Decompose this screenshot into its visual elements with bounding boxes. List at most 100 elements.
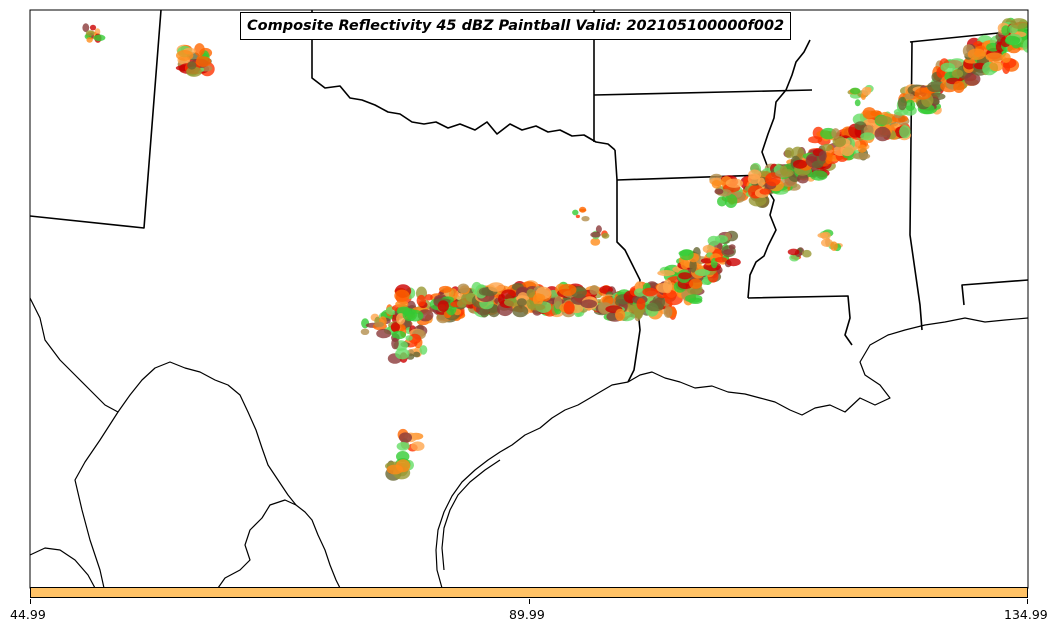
paintball-blob bbox=[822, 143, 833, 152]
louisiana-mississippi-border bbox=[747, 295, 853, 346]
paintball-blob bbox=[717, 196, 727, 207]
colorbar-tick-1 bbox=[529, 599, 530, 604]
paintball-blob bbox=[662, 279, 673, 294]
paintball-blob bbox=[601, 232, 610, 239]
paintball-blob bbox=[694, 269, 710, 277]
paintball-blob bbox=[897, 96, 907, 111]
paintball-blob bbox=[797, 173, 809, 184]
colorbar bbox=[30, 587, 1028, 598]
paintball-blob bbox=[391, 330, 406, 340]
paintball-blob bbox=[589, 285, 600, 295]
colorbar-tick-2 bbox=[1027, 599, 1028, 604]
paintball-blob bbox=[391, 337, 399, 350]
paintball-blob bbox=[701, 278, 709, 285]
paintball-blob bbox=[759, 188, 771, 195]
paintball-blob bbox=[85, 30, 95, 36]
paintball-blob bbox=[702, 244, 715, 254]
paintball-blob bbox=[854, 99, 861, 107]
paintball-blob bbox=[685, 294, 703, 303]
paintball-blob bbox=[875, 115, 893, 125]
paintball-blob bbox=[747, 173, 761, 185]
paintball-blob bbox=[821, 238, 833, 247]
paintball-blob bbox=[940, 62, 956, 73]
colorbar-tick-label-max: 134.99 bbox=[1004, 607, 1048, 622]
colorbar-tick-label-min: 44.99 bbox=[10, 607, 46, 622]
texas-arkansas-louisiana-border bbox=[614, 149, 641, 383]
paintball-blob bbox=[376, 328, 392, 339]
tennessee-border bbox=[593, 89, 813, 96]
paintball-blob bbox=[501, 289, 517, 300]
paintball-blob bbox=[1001, 52, 1011, 64]
paintball-blob bbox=[857, 144, 867, 153]
paintball-blob bbox=[723, 249, 735, 255]
paintball-blob bbox=[678, 272, 692, 280]
paintball-blob bbox=[810, 170, 828, 181]
paintball-blob bbox=[395, 300, 409, 308]
paintball-blob bbox=[1004, 35, 1021, 46]
paintball-blob bbox=[964, 72, 981, 86]
paintball-blob bbox=[863, 118, 877, 126]
paintball-blob bbox=[757, 177, 765, 187]
paintball-blob bbox=[194, 43, 205, 57]
paintball-blob bbox=[412, 351, 421, 358]
paintball-blob bbox=[726, 258, 741, 267]
paintball-blob bbox=[512, 305, 529, 318]
paintball-blob bbox=[439, 285, 452, 293]
paintball-blob bbox=[590, 238, 601, 246]
paintball-blob bbox=[989, 61, 1004, 72]
paintball-blob bbox=[689, 258, 697, 273]
paintball-blob bbox=[724, 194, 738, 208]
paintball-blob bbox=[590, 231, 601, 238]
paintball-blob bbox=[862, 107, 876, 120]
gulf-coastline bbox=[627, 317, 1028, 416]
paintball-blob bbox=[437, 300, 449, 312]
paintball-blob bbox=[526, 288, 536, 298]
paintball-blob bbox=[861, 86, 872, 96]
colorbar-tick-0 bbox=[30, 599, 31, 604]
paintball-blob bbox=[615, 308, 626, 321]
paintball-blob bbox=[396, 441, 410, 451]
paintball-blob bbox=[419, 345, 428, 355]
paintball-blob bbox=[642, 287, 658, 297]
paintball-blob bbox=[852, 152, 871, 160]
paintball-blob bbox=[176, 50, 194, 61]
paintball-blob bbox=[396, 451, 410, 462]
paintball-blob bbox=[187, 61, 197, 70]
paintball-blob bbox=[575, 214, 581, 219]
paintball-blob bbox=[93, 34, 106, 42]
paintball-blob bbox=[503, 298, 521, 307]
paintball-blob bbox=[405, 335, 413, 341]
paintball-blob bbox=[488, 282, 505, 292]
paintball-blob bbox=[725, 178, 744, 188]
paintball-blob bbox=[714, 188, 724, 195]
paintball-blob bbox=[657, 270, 675, 277]
paintball-blob bbox=[787, 248, 800, 256]
paintball-blob bbox=[425, 294, 433, 301]
paintball-blob bbox=[663, 306, 673, 318]
paintball-blob bbox=[410, 441, 425, 452]
paintball-blob bbox=[953, 80, 965, 93]
oklahoma-texas-border bbox=[311, 10, 616, 151]
paintball-blob bbox=[580, 299, 597, 309]
map-title: Composite Reflectivity 45 dBZ Paintball … bbox=[240, 12, 792, 40]
paintball-blob bbox=[402, 308, 417, 322]
paintball-blob bbox=[967, 48, 986, 60]
paintball-blob bbox=[707, 235, 720, 246]
paintball-blob bbox=[457, 283, 470, 294]
paintball-blob bbox=[985, 52, 1004, 62]
texas-mexico-border bbox=[30, 297, 341, 588]
paintball-blob bbox=[634, 288, 646, 297]
mexico-state-border-a bbox=[74, 411, 119, 588]
texas-coastline bbox=[435, 381, 629, 588]
paintball-blob bbox=[904, 93, 914, 100]
paintball-blob bbox=[679, 249, 694, 261]
paintball-blob bbox=[1022, 39, 1028, 53]
barrier-island bbox=[441, 459, 501, 571]
paintball-blob bbox=[646, 302, 664, 312]
mexico-state-border-c bbox=[30, 547, 96, 588]
paintball-blob bbox=[386, 464, 404, 475]
paintball-blob bbox=[390, 322, 400, 333]
paintball-blob bbox=[849, 87, 861, 95]
paintball-blob bbox=[595, 225, 602, 234]
